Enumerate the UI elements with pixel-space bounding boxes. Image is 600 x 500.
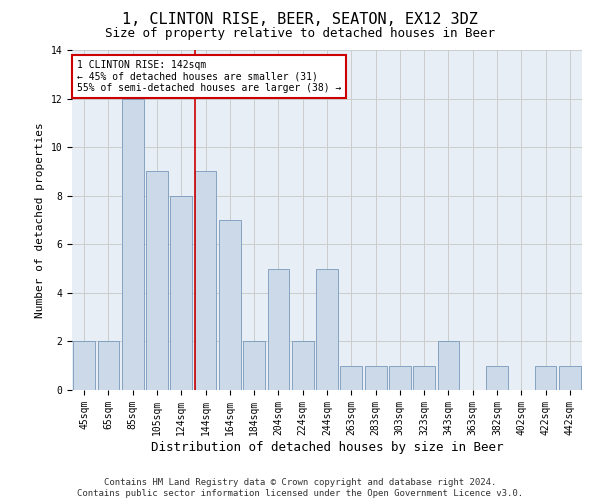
Bar [437,342,460,390]
Bar [486,366,508,390]
X-axis label: Distribution of detached houses by size in Beer: Distribution of detached houses by size … [151,440,503,454]
Bar [73,342,95,390]
Bar [316,268,338,390]
Bar [194,172,217,390]
Bar [170,196,192,390]
Bar [365,366,386,390]
Bar [559,366,581,390]
Y-axis label: Number of detached properties: Number of detached properties [35,122,45,318]
Bar [146,172,168,390]
Bar [219,220,241,390]
Bar [243,342,265,390]
Text: Size of property relative to detached houses in Beer: Size of property relative to detached ho… [105,28,495,40]
Bar [97,342,119,390]
Bar [292,342,314,390]
Bar [535,366,556,390]
Bar [389,366,411,390]
Bar [413,366,435,390]
Bar [122,98,143,390]
Text: 1 CLINTON RISE: 142sqm
← 45% of detached houses are smaller (31)
55% of semi-det: 1 CLINTON RISE: 142sqm ← 45% of detached… [77,60,341,94]
Bar [340,366,362,390]
Text: 1, CLINTON RISE, BEER, SEATON, EX12 3DZ: 1, CLINTON RISE, BEER, SEATON, EX12 3DZ [122,12,478,28]
Text: Contains HM Land Registry data © Crown copyright and database right 2024.
Contai: Contains HM Land Registry data © Crown c… [77,478,523,498]
Bar [268,268,289,390]
